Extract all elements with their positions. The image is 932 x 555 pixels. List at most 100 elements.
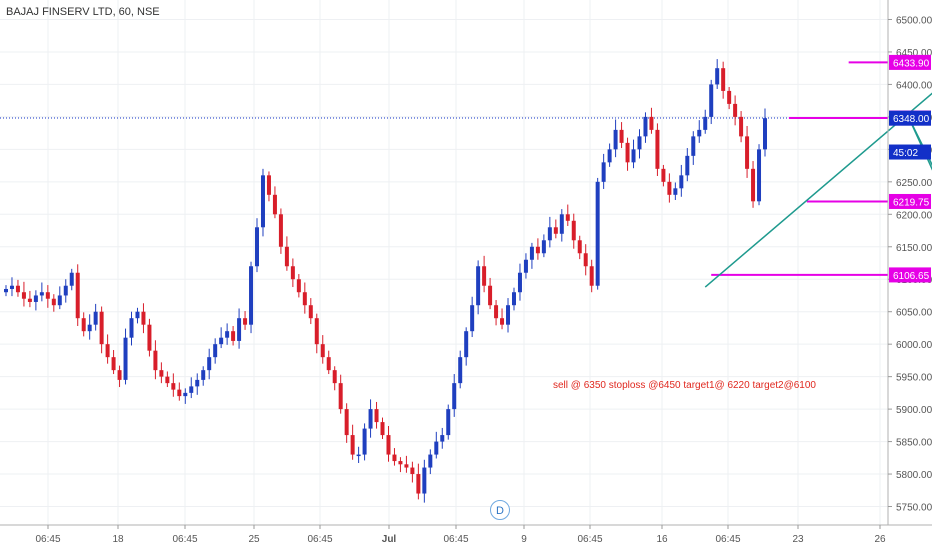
candle-body (75, 272, 80, 319)
grid-lines (0, 0, 888, 525)
candle-body (15, 285, 20, 293)
price-tick-label: 5800.00 (896, 470, 932, 481)
candle-body (99, 311, 104, 345)
candle-body (547, 227, 552, 241)
candle-body (374, 409, 379, 423)
candle-body (482, 266, 487, 286)
price-tick-label: 6400.00 (896, 80, 932, 91)
candle-body (619, 129, 624, 143)
candle-body (595, 181, 600, 286)
candle-body (308, 305, 313, 319)
candle-body (350, 435, 355, 455)
level-price-label-bg (889, 267, 931, 283)
candle-body (4, 288, 8, 293)
time-tick-label: 9 (521, 534, 527, 545)
price-tick-label: 6000.00 (896, 340, 932, 351)
candle-body (57, 295, 62, 306)
level-price-label-bg (889, 54, 931, 70)
symbol-title: BAJAJ FINSERV LTD, 60, NSE (6, 6, 160, 18)
candle-body (727, 90, 732, 104)
candle-body (523, 259, 528, 273)
candle-body (559, 214, 564, 234)
candle-body (511, 292, 516, 306)
candle-body (314, 318, 319, 345)
candle-body (541, 240, 546, 254)
time-tick-label: 06:45 (443, 534, 468, 545)
countdown-label: 45:02 (893, 148, 918, 159)
candle-body (368, 409, 373, 429)
time-tick-label: 25 (248, 534, 260, 545)
candle-body (751, 168, 756, 202)
time-tick-label: Jul (382, 534, 397, 545)
time-tick-label: 18 (112, 534, 124, 545)
candle-body (691, 136, 696, 156)
candle-body (440, 435, 445, 442)
time-axis[interactable]: 06:45 18 06:45 25 06:45 Jul 06:45 9 06:45 16 06:45… (0, 524, 932, 545)
candle-body (255, 227, 260, 267)
candle-body (117, 370, 122, 380)
candle-body (338, 383, 343, 410)
candle-body (583, 253, 588, 267)
horizontal-levels (0, 61, 888, 276)
candle-body (607, 149, 612, 163)
candle-body (667, 181, 672, 195)
candle-body (416, 474, 421, 494)
candle-body (272, 194, 277, 215)
candle-body (398, 461, 403, 465)
candle-body (452, 383, 457, 410)
candle-body (195, 379, 200, 387)
price-tick-label: 5750.00 (896, 503, 932, 514)
time-tick-label: 23 (792, 534, 804, 545)
time-tick-label: 06:45 (577, 534, 602, 545)
candle-body (129, 318, 134, 338)
candle-body (93, 311, 98, 325)
candle-body (458, 357, 463, 384)
candle-body (404, 464, 409, 468)
candle-body (237, 318, 242, 341)
candle-body (446, 409, 451, 436)
candle-body (105, 344, 110, 358)
candle-body (45, 292, 50, 299)
candle-body (428, 454, 433, 468)
level-price-label: 6106.65 (893, 271, 930, 282)
candle-body (69, 272, 74, 286)
candle-body (284, 246, 289, 267)
candle-body (494, 305, 499, 319)
candle-body (171, 383, 176, 390)
candle-body (470, 305, 475, 332)
candles (4, 59, 767, 503)
candle-body (745, 136, 750, 169)
candle-body (320, 344, 325, 358)
candle-body (51, 298, 56, 306)
candle-body (517, 272, 522, 293)
candle-body (153, 350, 158, 371)
candle-body (386, 435, 391, 455)
candle-body (356, 454, 361, 457)
candle-body (63, 285, 68, 296)
dividend-marker[interactable]: D (490, 500, 510, 520)
candle-body (21, 292, 26, 299)
candle-body (213, 344, 218, 358)
candle-body (87, 324, 92, 332)
price-axis[interactable]: 5750.00 5800.00 5850.00 5900.00 5950.00 6000.… (887, 0, 932, 525)
candle-body (231, 331, 236, 341)
candle-body (189, 386, 194, 393)
candle-body (33, 295, 38, 302)
current-price-label: 6348.00 (893, 114, 930, 125)
candle-body (631, 149, 636, 163)
candle-body (111, 357, 116, 371)
candle-body (476, 266, 481, 306)
candle-body (219, 337, 224, 345)
candle-body (613, 129, 618, 150)
candle-body (302, 292, 307, 306)
candle-body (434, 441, 439, 455)
time-tick-label: 06:45 (172, 534, 197, 545)
candle-body (637, 136, 642, 150)
candle-body (565, 214, 570, 221)
candle-body (649, 116, 654, 130)
candle-body (488, 285, 493, 306)
candle-body (673, 188, 678, 195)
price-tick-label: 5850.00 (896, 438, 932, 449)
